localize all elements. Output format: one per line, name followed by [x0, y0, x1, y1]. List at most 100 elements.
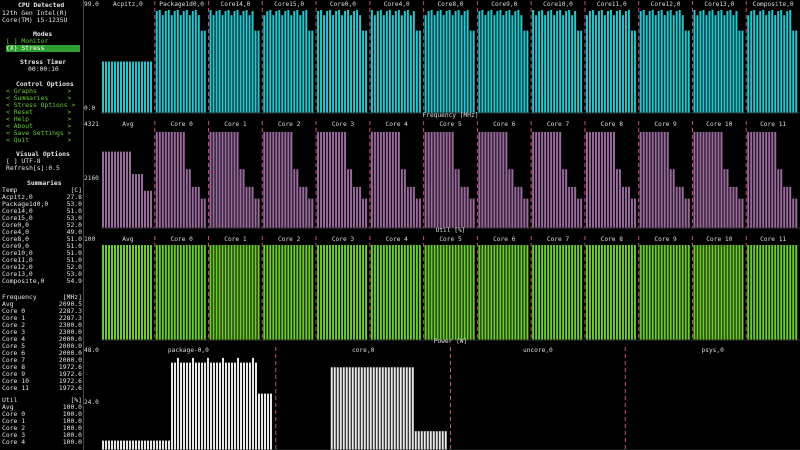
temp-bar [170, 15, 173, 113]
menu-about[interactable]: < About > [6, 122, 72, 130]
freq-bar [511, 169, 514, 228]
summary-row-name: Core9,0 [2, 242, 29, 250]
util-bar [167, 245, 170, 340]
temp-bar [409, 15, 412, 113]
power-bar [438, 431, 441, 450]
power-bar [198, 362, 200, 450]
summary-row-value: 1972.6 [58, 377, 82, 385]
temp-bar [138, 61, 140, 113]
util-bar [675, 245, 678, 340]
summary-row-name: Core 9 [2, 370, 26, 378]
freq-bar [287, 131, 290, 228]
temp-bar [777, 11, 780, 114]
util-bar [508, 245, 511, 340]
power-bar [369, 367, 372, 450]
freq-bar [341, 131, 344, 228]
util-bar [269, 245, 272, 340]
freq-bar [164, 131, 167, 228]
util-bar [585, 245, 588, 340]
temp-bar [591, 10, 594, 113]
util-panel-label: Core 10 [706, 236, 733, 243]
power-panel-label: uncore,0 [522, 347, 553, 354]
power-bar [252, 357, 254, 450]
menu-quit[interactable]: < Quit > [6, 136, 72, 144]
util-bar [571, 245, 574, 340]
temp-bar [379, 10, 382, 113]
menu-graphs[interactable]: < Graphs > [6, 87, 72, 95]
freq-bar [759, 131, 762, 228]
menu-help[interactable]: < Help > [6, 115, 72, 123]
freq-bar [600, 131, 603, 228]
summary-row-value: 2000.0 [58, 342, 82, 350]
util-bar [200, 245, 203, 340]
freq-bar [478, 131, 481, 228]
summary-row: Core14,0 51.0 [2, 207, 82, 215]
util-bar [520, 245, 523, 340]
util-bar [672, 245, 675, 340]
util-bar [469, 245, 472, 340]
temp-bar [544, 15, 547, 113]
power-bar [105, 440, 107, 450]
summary-row-name: Core 8 [2, 363, 26, 371]
util-bar [191, 245, 194, 340]
freq-bar [520, 186, 523, 228]
temp-panel-label: Core4,0 [383, 1, 410, 8]
temp-bar [236, 10, 239, 113]
power-bar [264, 393, 266, 450]
temp-bar [792, 30, 795, 114]
temp-bar [523, 30, 526, 114]
util-bar [615, 245, 618, 340]
menu-stress-options[interactable]: < Stress Options > [6, 101, 76, 109]
util-bar [385, 245, 388, 340]
util-bar [514, 245, 517, 340]
menu-save-settings[interactable]: < Save Settings > [6, 129, 72, 137]
temp-bar [681, 15, 684, 113]
temp-bar [317, 11, 320, 114]
power-bar [270, 393, 272, 450]
refresh-field[interactable]: Refresh[s]:0.5 [6, 164, 60, 172]
power-bar [240, 362, 242, 450]
utf8-checkbox[interactable]: [ ] UTF-8 [6, 157, 41, 165]
temp-bar [424, 15, 427, 113]
temp-bar [254, 30, 257, 114]
temp-bar [735, 11, 738, 114]
temp-bar [774, 15, 777, 113]
freq-bar [305, 186, 308, 228]
util-bar [391, 245, 394, 340]
temp-bar [230, 15, 233, 113]
mode-stress-radio[interactable]: (X) Stress [6, 44, 80, 53]
freq-panel-label: Core 2 [278, 121, 301, 128]
util-bar [493, 245, 496, 340]
temp-bar [203, 30, 206, 114]
temp-bar [577, 30, 580, 114]
freq-bar [553, 131, 556, 228]
util-bar [588, 245, 591, 340]
util-bar [350, 245, 353, 340]
temp-bar [385, 11, 388, 114]
power-bar [408, 367, 411, 450]
temp-bar [553, 15, 556, 113]
mode-monitor-radio[interactable]: [ ] Monitor [6, 37, 49, 45]
util-summary-header: Util [%] [2, 396, 82, 404]
temp-bar [454, 11, 457, 114]
visual-options-title: Visual Options [16, 150, 70, 158]
freq-bar [311, 198, 314, 228]
temp-bar [511, 15, 514, 113]
util-bar [370, 245, 373, 340]
util-bar [406, 245, 409, 340]
freq-bar [738, 198, 741, 228]
summary-row-value: 51.0 [66, 207, 82, 215]
menu-summaries[interactable]: < Summaries > [6, 94, 72, 102]
temp-bar [484, 15, 487, 113]
util-bar [699, 245, 702, 340]
util-bar [302, 245, 305, 340]
freq-bar [585, 131, 588, 228]
temp-bar [600, 10, 603, 113]
menu-reset[interactable]: < Reset > [6, 108, 72, 116]
temp-bar [648, 11, 651, 114]
modes-title: Modes [33, 30, 53, 38]
freq-bar [251, 186, 254, 228]
freq-bar [789, 186, 792, 228]
freq-bar [648, 131, 651, 228]
freq-bar [397, 131, 400, 228]
